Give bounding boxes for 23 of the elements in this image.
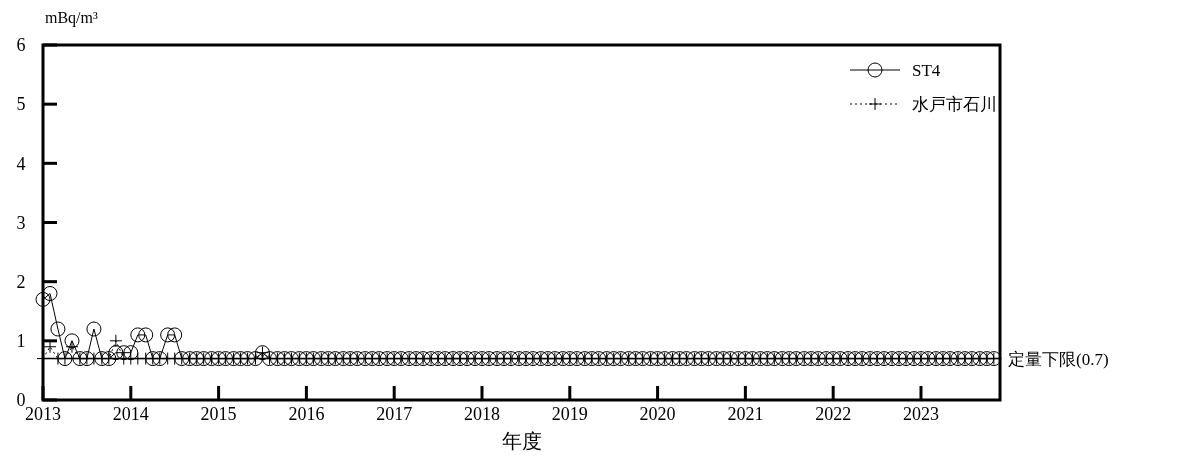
- x-tick-label: 2017: [376, 404, 413, 424]
- x-tick-label: 2015: [200, 404, 237, 424]
- x-tick-label: 2023: [902, 404, 939, 424]
- x-tick-label: 2018: [463, 404, 500, 424]
- x-tick-label: 2014: [112, 404, 149, 424]
- y-tick-label: 5: [16, 94, 26, 115]
- x-tick-label: 2013: [25, 404, 61, 424]
- legend-label: 水戸市石川: [912, 94, 997, 114]
- y-tick-label: 6: [16, 35, 26, 56]
- x-axis-title: 年度: [501, 430, 542, 452]
- legend-label: ST4: [912, 60, 941, 80]
- y-tick-label: 2: [16, 271, 26, 292]
- y-tick-label: 1: [16, 331, 26, 352]
- x-tick-label: 2020: [639, 404, 676, 424]
- x-tick-label: 2016: [288, 404, 325, 424]
- x-tick-label: 2021: [727, 404, 764, 424]
- y-tick-label: 3: [16, 212, 26, 233]
- y-tick-label: 0: [16, 390, 26, 411]
- x-tick-label: 2019: [551, 404, 588, 424]
- ref-line-label: 定量下限(0.7): [1008, 349, 1109, 369]
- y-axis-title: mBq/m³: [45, 9, 99, 27]
- y-tick-label: 4: [16, 153, 26, 174]
- x-tick-label: 2022: [815, 404, 852, 424]
